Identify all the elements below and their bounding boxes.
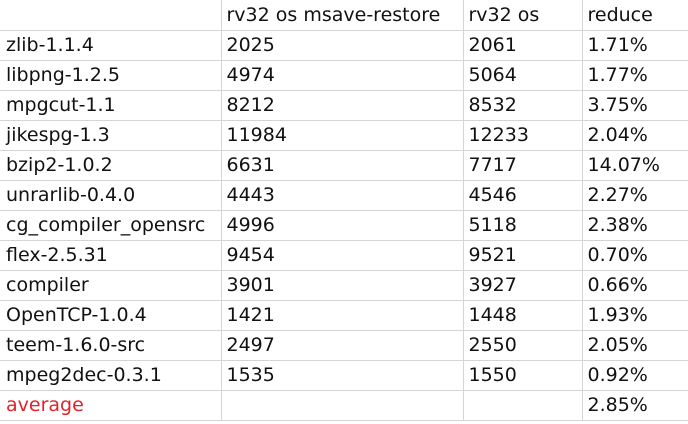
- cell-msave-restore[interactable]: 8212: [221, 90, 464, 121]
- table-row: jikespg-1.3 11984 12233 2.04%: [0, 120, 688, 151]
- cell-os[interactable]: 8532: [463, 90, 583, 121]
- table-row: bzip2-1.0.2 6631 7717 14.07%: [0, 150, 688, 181]
- table-row: OpenTCP-1.0.4 1421 1448 1.93%: [0, 300, 688, 331]
- table-row: flex-2.5.31 9454 9521 0.70%: [0, 240, 688, 271]
- cell-os[interactable]: 4546: [463, 180, 583, 211]
- cell-benchmark[interactable]: OpenTCP-1.0.4: [0, 300, 222, 331]
- cell-reduce[interactable]: 2.27%: [582, 180, 688, 211]
- cell-benchmark[interactable]: jikespg-1.3: [0, 120, 222, 151]
- cell-os[interactable]: 9521: [463, 240, 583, 271]
- cell-reduce[interactable]: 1.71%: [582, 30, 688, 61]
- cell-os[interactable]: 2550: [463, 330, 583, 361]
- table-row: unrarlib-0.4.0 4443 4546 2.27%: [0, 180, 688, 211]
- cell-benchmark[interactable]: mpeg2dec-0.3.1: [0, 360, 222, 391]
- cell-reduce[interactable]: 1.93%: [582, 300, 688, 331]
- cell-reduce[interactable]: 0.66%: [582, 270, 688, 301]
- cell-msave-restore[interactable]: 4974: [221, 60, 464, 91]
- cell-reduce[interactable]: 3.75%: [582, 90, 688, 121]
- cell-msave-restore[interactable]: 1535: [221, 360, 464, 391]
- table-row: libpng-1.2.5 4974 5064 1.77%: [0, 60, 688, 91]
- cell-header-benchmark[interactable]: [0, 0, 222, 31]
- cell-reduce[interactable]: 1.77%: [582, 60, 688, 91]
- cell-benchmark[interactable]: libpng-1.2.5: [0, 60, 222, 91]
- cell-os[interactable]: 2061: [463, 30, 583, 61]
- cell-msave-restore[interactable]: 4996: [221, 210, 464, 241]
- cell-os[interactable]: 1448: [463, 300, 583, 331]
- cell-benchmark[interactable]: bzip2-1.0.2: [0, 150, 222, 181]
- header-row: rv32 os msave-restore rv32 os reduce: [0, 0, 688, 31]
- cell-average-label[interactable]: average: [0, 390, 222, 421]
- table-row: compiler 3901 3927 0.66%: [0, 270, 688, 301]
- cell-msave-restore[interactable]: 11984: [221, 120, 464, 151]
- cell-os[interactable]: 3927: [463, 270, 583, 301]
- cell-msave-restore[interactable]: 1421: [221, 300, 464, 331]
- cell-reduce[interactable]: 14.07%: [582, 150, 688, 181]
- cell-average-os[interactable]: [463, 390, 583, 421]
- cell-header-os[interactable]: rv32 os: [463, 0, 583, 31]
- cell-benchmark[interactable]: mpgcut-1.1: [0, 90, 222, 121]
- cell-os[interactable]: 5118: [463, 210, 583, 241]
- cell-msave-restore[interactable]: 2497: [221, 330, 464, 361]
- cell-benchmark[interactable]: zlib-1.1.4: [0, 30, 222, 61]
- cell-header-reduce[interactable]: reduce: [582, 0, 688, 31]
- cell-header-msave-restore[interactable]: rv32 os msave-restore: [221, 0, 464, 31]
- cell-average-reduce[interactable]: 2.85%: [582, 390, 688, 421]
- cell-reduce[interactable]: 0.92%: [582, 360, 688, 391]
- cell-os[interactable]: 7717: [463, 150, 583, 181]
- cell-reduce[interactable]: 2.05%: [582, 330, 688, 361]
- cell-benchmark[interactable]: cg_compiler_opensrc: [0, 210, 222, 241]
- cell-benchmark[interactable]: teem-1.6.0-src: [0, 330, 222, 361]
- cell-os[interactable]: 12233: [463, 120, 583, 151]
- table-row: zlib-1.1.4 2025 2061 1.71%: [0, 30, 688, 61]
- table-row: mpgcut-1.1 8212 8532 3.75%: [0, 90, 688, 121]
- cell-benchmark[interactable]: unrarlib-0.4.0: [0, 180, 222, 211]
- table-row: mpeg2dec-0.3.1 1535 1550 0.92%: [0, 360, 688, 391]
- cell-msave-restore[interactable]: 9454: [221, 240, 464, 271]
- cell-benchmark[interactable]: compiler: [0, 270, 222, 301]
- cell-msave-restore[interactable]: 3901: [221, 270, 464, 301]
- cell-reduce[interactable]: 2.04%: [582, 120, 688, 151]
- cell-reduce[interactable]: 2.38%: [582, 210, 688, 241]
- table-row: cg_compiler_opensrc 4996 5118 2.38%: [0, 210, 688, 241]
- average-row: average 2.85%: [0, 390, 688, 421]
- cell-os[interactable]: 1550: [463, 360, 583, 391]
- cell-msave-restore[interactable]: 6631: [221, 150, 464, 181]
- cell-average-msave[interactable]: [221, 390, 464, 421]
- cell-msave-restore[interactable]: 4443: [221, 180, 464, 211]
- cell-benchmark[interactable]: flex-2.5.31: [0, 240, 222, 271]
- cell-reduce[interactable]: 0.70%: [582, 240, 688, 271]
- cell-os[interactable]: 5064: [463, 60, 583, 91]
- table-row: teem-1.6.0-src 2497 2550 2.05%: [0, 330, 688, 361]
- cell-msave-restore[interactable]: 2025: [221, 30, 464, 61]
